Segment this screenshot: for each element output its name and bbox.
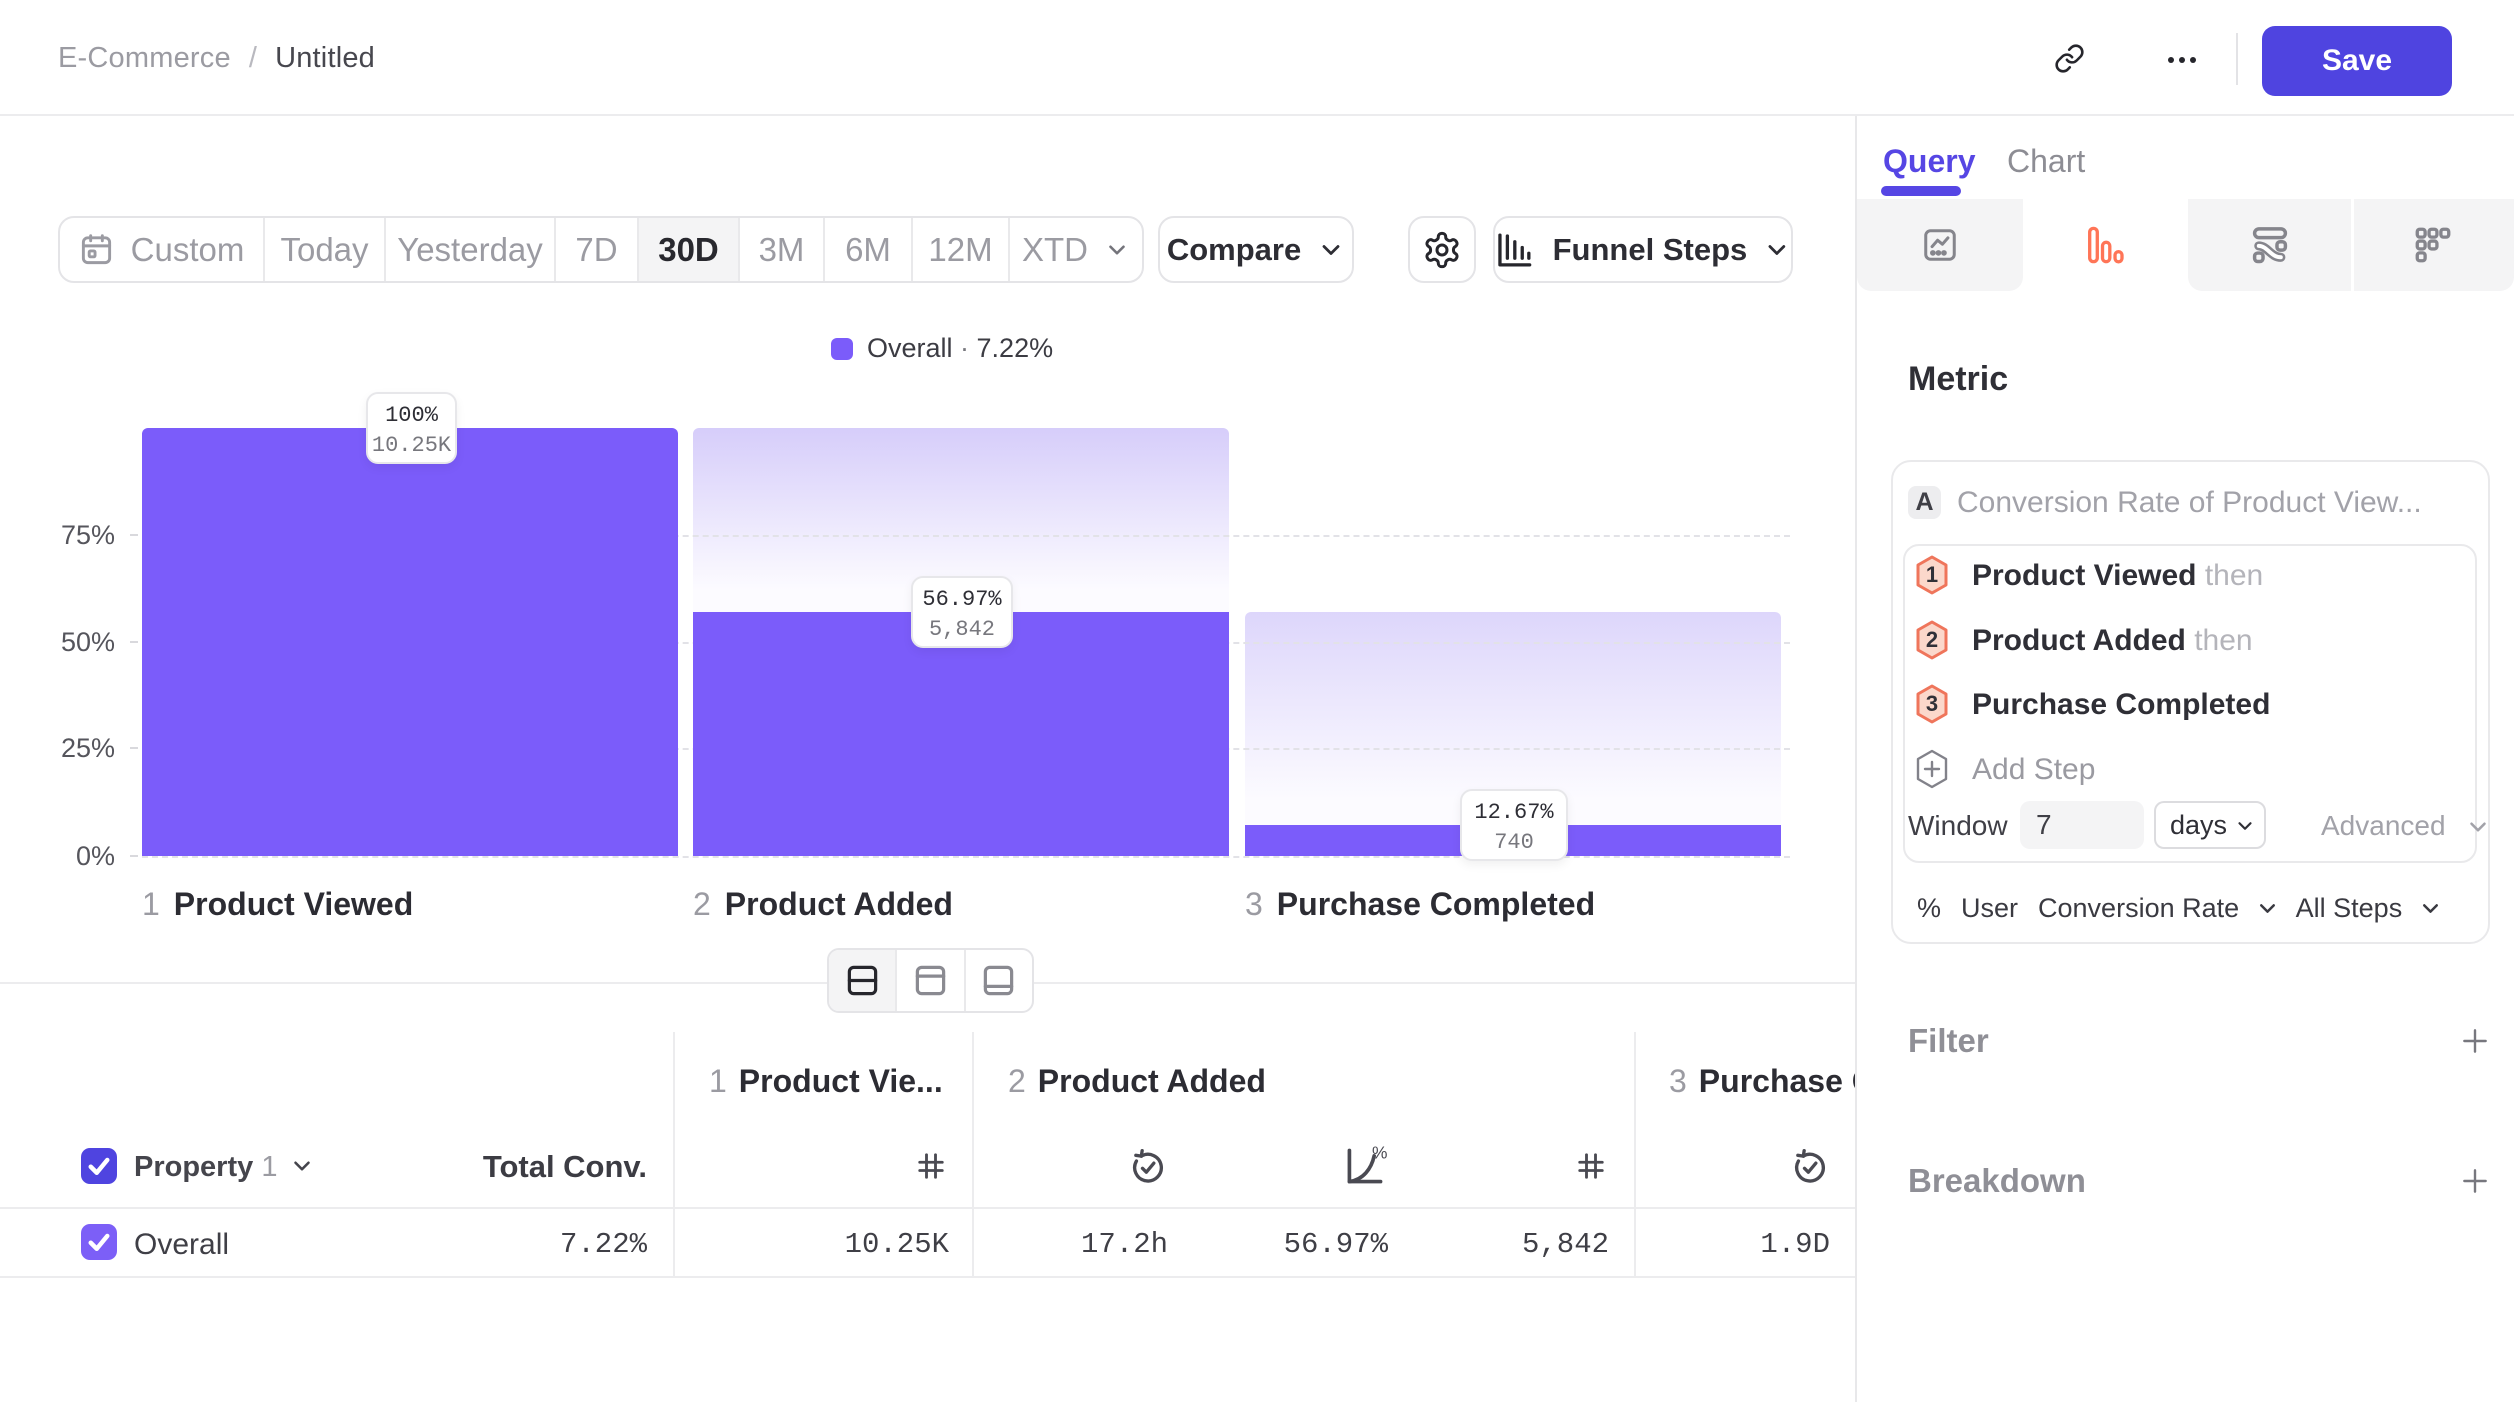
- svg-text:%: %: [1372, 1144, 1387, 1163]
- svg-text:2: 2: [1926, 627, 1938, 652]
- svg-text:1: 1: [1926, 562, 1938, 587]
- svg-text:3: 3: [1926, 691, 1938, 716]
